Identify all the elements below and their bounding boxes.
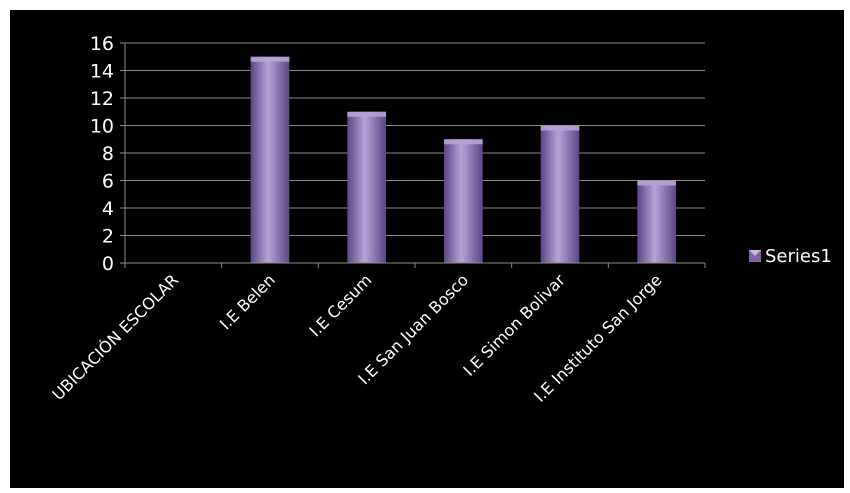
- x-category-label: I.E Cesum: [305, 270, 375, 340]
- y-tick-label: 2: [102, 226, 114, 248]
- bar-body: [444, 139, 483, 263]
- x-category-label: I.E Belen: [216, 270, 279, 333]
- x-category-label: I.E San Juan Bosco: [354, 270, 472, 388]
- bar-body: [250, 56, 290, 263]
- bar: [540, 125, 580, 263]
- legend: Series1: [749, 246, 832, 267]
- legend-marker: [749, 250, 761, 262]
- bar-chart: 0 2 4 6 8 10 12 14 16 UBICACIÓN ESCOLAR I.E Belen…: [48, 33, 832, 406]
- y-tick-label: 10: [90, 116, 114, 138]
- bar-body: [540, 125, 580, 263]
- bar: [444, 139, 483, 263]
- y-tick-label: 12: [90, 88, 114, 110]
- chart-area: 0 2 4 6 8 10 12 14 16 UBICACIÓN ESCOLAR I.E Belen…: [10, 10, 844, 488]
- y-tick-label: 6: [102, 171, 114, 193]
- bar: [637, 180, 676, 263]
- x-category-label: I.E Simon Bolivar: [459, 270, 569, 380]
- y-axis-ticks: 0 2 4 6 8 10 12 14 16: [90, 33, 125, 275]
- bar-cap: [347, 111, 386, 117]
- y-tick-label: 4: [102, 198, 114, 220]
- bar-cap: [444, 139, 483, 145]
- bars: [250, 56, 676, 263]
- y-tick-label: 14: [90, 61, 114, 83]
- bar-cap: [250, 56, 290, 62]
- bar: [347, 111, 386, 263]
- bar-cap: [637, 180, 676, 186]
- y-tick-label: 0: [102, 253, 114, 275]
- legend-label: Series1: [765, 246, 832, 267]
- bar-body: [637, 180, 676, 263]
- bar-cap: [540, 125, 580, 131]
- bar: [250, 56, 290, 263]
- y-tick-label: 16: [90, 33, 114, 55]
- y-tick-label: 8: [102, 143, 114, 165]
- axes: [124, 43, 706, 268]
- x-category-label: UBICACIÓN ESCOLAR: [48, 270, 182, 404]
- bar-body: [347, 111, 386, 263]
- gridlines: [125, 42, 705, 236]
